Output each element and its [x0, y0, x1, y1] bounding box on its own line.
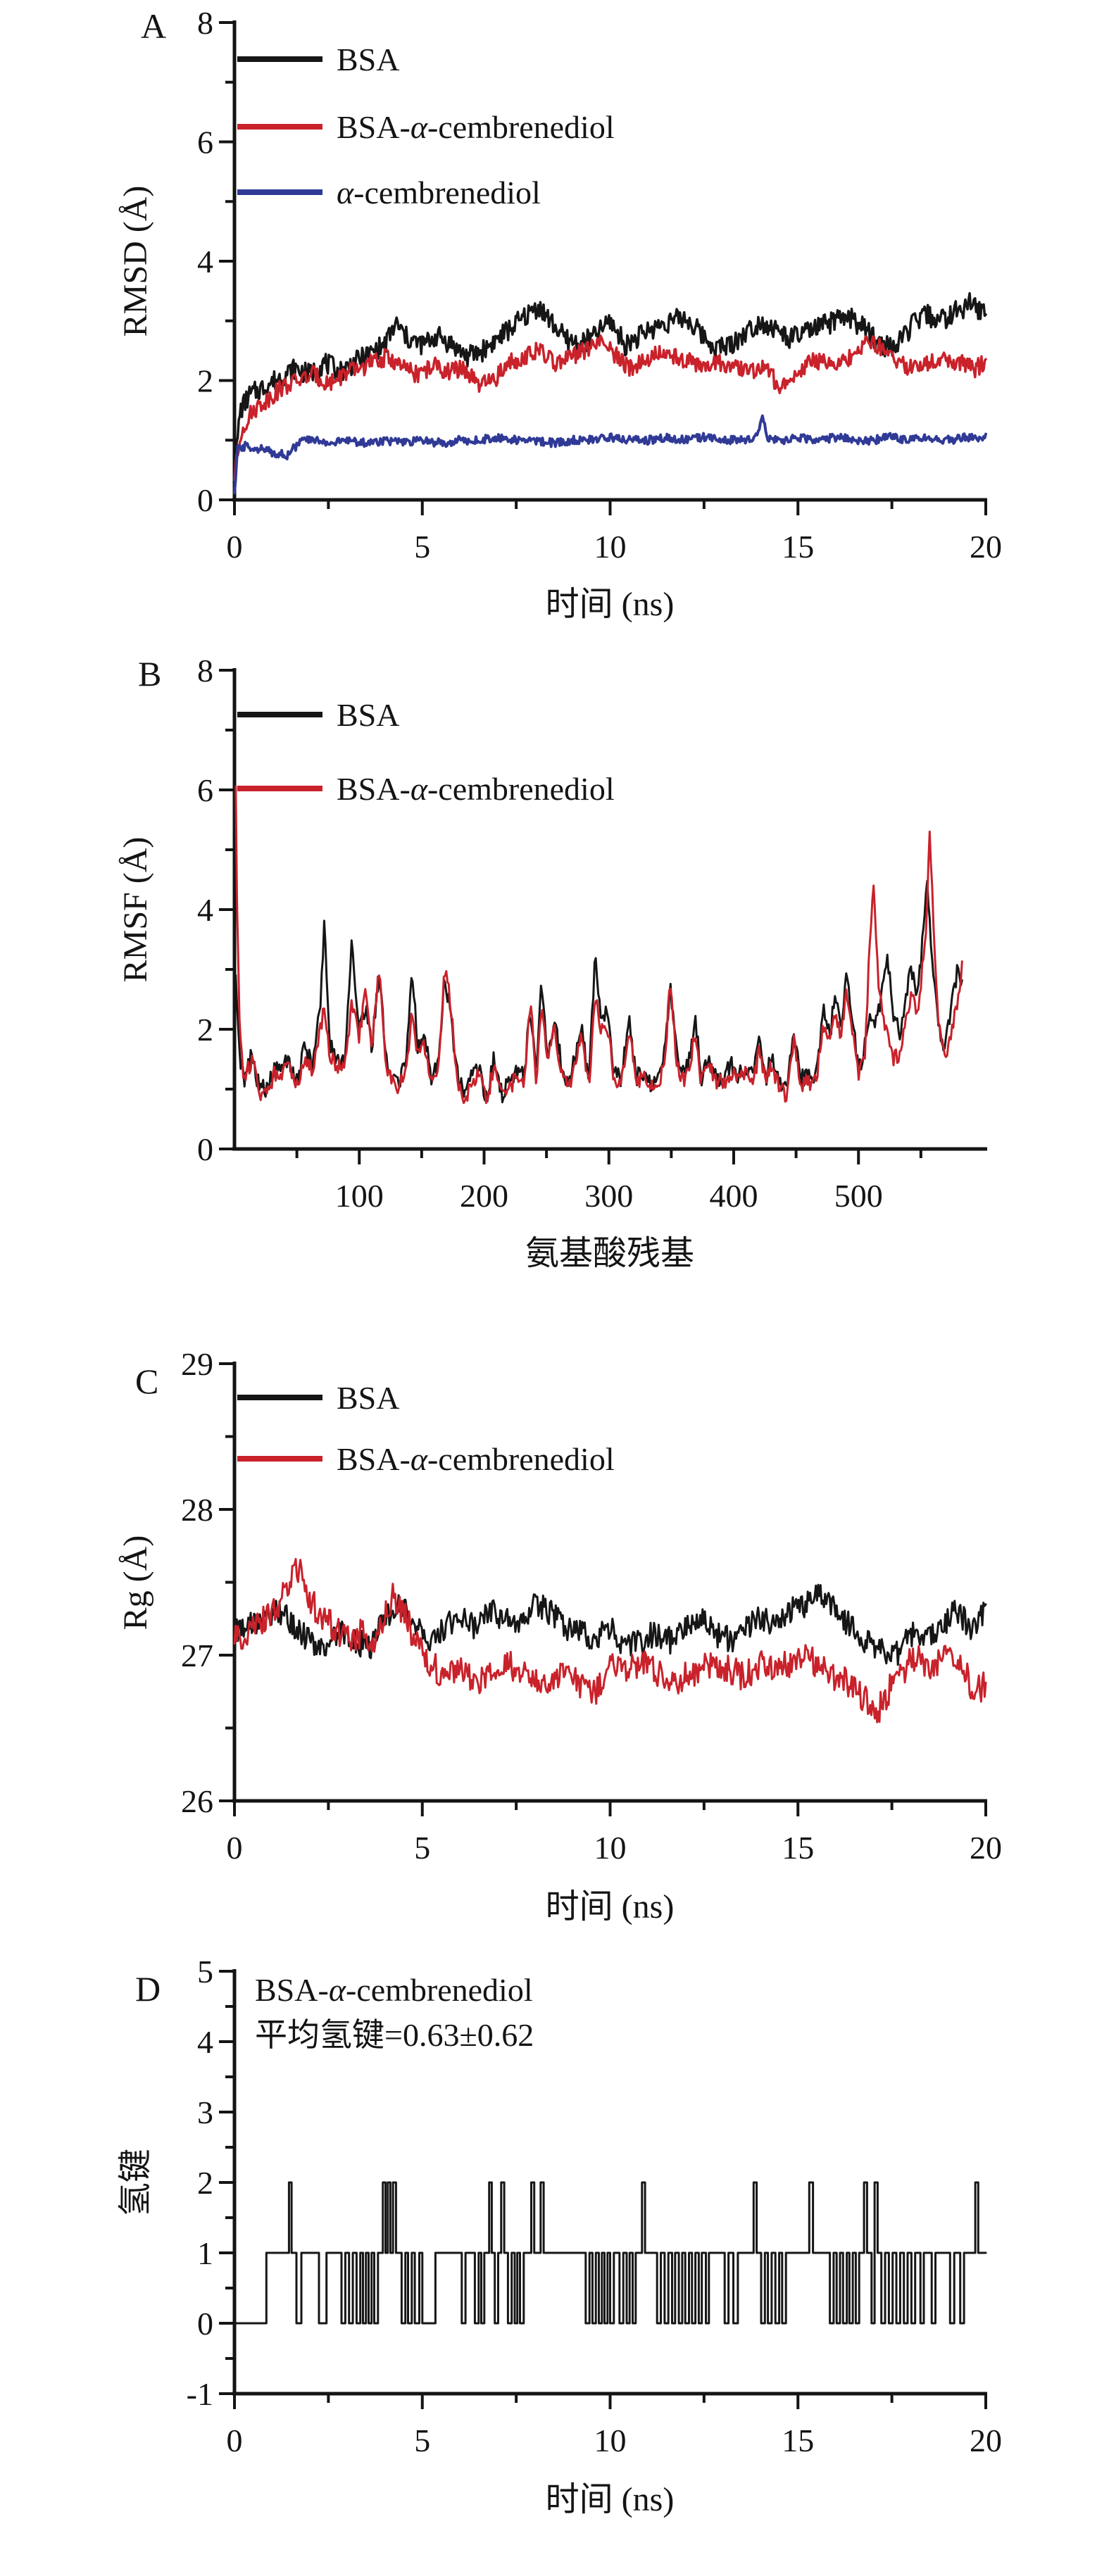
panel-d-x-axis-title: 时间 (ns)	[546, 2481, 675, 2518]
panel-c-x-tick-label: 0	[227, 1830, 243, 1866]
panel-a-legend-label-bsa: BSA	[337, 42, 399, 77]
panel-c-series-bsa-cembrenediol	[233, 1557, 987, 1723]
panel-b-series-bsa	[234, 879, 963, 1104]
panel-b-legend-label-bsa-cembrenediol: BSA-α-cembrenediol	[337, 771, 615, 807]
panel-a-y-tick-label: 2	[197, 363, 213, 399]
panel-d-x-tick-label: 5	[414, 2423, 430, 2458]
panel-a-x-tick-label: 0	[227, 529, 243, 565]
panel-b-y-axis-title: RMSF (Å)	[117, 837, 154, 983]
panel-c-y-tick-label: 29	[181, 1346, 213, 1382]
panel-d-annotation-line-1: BSA-α-cembrenediol	[255, 1972, 533, 2008]
panel-d-y-tick-label: 1	[197, 2235, 213, 2271]
panel-b-x-tick-label: 200	[460, 1178, 508, 1214]
panel-c-y-axis-title: Rg (Å)	[117, 1535, 154, 1631]
panel-c-y-tick-label: 26	[181, 1783, 213, 1819]
panel-a-x-axis-title: 时间 (ns)	[546, 586, 675, 623]
panel-a-x-tick-label: 15	[782, 529, 814, 565]
panel-c-series-bsa	[233, 1583, 987, 1666]
panel-a-y-tick-label: 8	[197, 5, 213, 41]
panel-b-rmsf-chart: 0 2 4 6 8 100 200 300 400 500 B RMSF (Å) 氨基酸残基 BSA BSA…	[117, 653, 987, 1272]
panel-b-legend-label-bsa: BSA	[337, 697, 399, 733]
panel-c-legend-label-bsa: BSA	[337, 1380, 399, 1416]
panel-d-y-tick-label: 4	[197, 2024, 213, 2060]
panel-a-y-tick-label: 4	[197, 244, 213, 279]
panel-b-x-tick-label: 100	[335, 1178, 384, 1214]
panel-a-x-tick-label: 5	[414, 529, 430, 565]
panel-d-y-tick-label: 2	[197, 2165, 213, 2201]
panel-c-y-tick-label: 27	[181, 1638, 213, 1673]
panel-b-x-tick-label: 400	[709, 1178, 758, 1214]
panel-b-letter: B	[138, 654, 161, 693]
panel-d-y-axis-title: 氢键	[117, 2149, 154, 2216]
panel-c-x-tick-label: 5	[414, 1830, 430, 1866]
panel-a-x-tick-label: 20	[970, 529, 1002, 565]
panel-d-y-tick-label: 5	[197, 1954, 213, 1990]
panel-d-letter: D	[135, 1969, 161, 2009]
panel-a-legend-label-bsa-cembrenediol: BSA-α-cembrenediol	[337, 109, 615, 145]
panel-a-series-cembrenediol	[233, 414, 987, 495]
panel-a-series-bsa	[233, 291, 987, 486]
panel-a-rmsd-chart: 0 2 4 6 8 0 5 10 15 20 A RMSD (Å) 时间 (ns) BSA BSA-α-ce…	[117, 5, 1002, 623]
panel-c-x-tick-label: 10	[594, 1830, 627, 1866]
panel-c-x-tick-label: 15	[782, 1830, 814, 1866]
panel-c-rg-chart: 26 27 28 29 0 5 10 15 20 C Rg (Å) 时间 (ns) BSA BSA-α-c…	[117, 1346, 1002, 1925]
panel-d-x-tick-label: 20	[970, 2423, 1002, 2458]
panel-b-y-tick-label: 2	[197, 1012, 213, 1048]
panel-c-x-tick-label: 20	[970, 1830, 1002, 1866]
panel-d-x-tick-label: 0	[227, 2423, 243, 2458]
panel-c-legend-label-bsa-cembrenediol: BSA-α-cembrenediol	[337, 1441, 615, 1477]
panel-a-legend-label-cembrenediol: α-cembrenediol	[337, 175, 541, 211]
panel-a-x-tick-label: 10	[594, 529, 627, 565]
panel-a-y-tick-label: 0	[197, 482, 213, 518]
panel-d-y-tick-label: 0	[197, 2306, 213, 2342]
panel-c-letter: C	[135, 1362, 158, 1401]
panel-d-y-tick-label: 3	[197, 2094, 213, 2130]
panel-b-y-tick-label: 0	[197, 1131, 213, 1167]
panel-b-y-tick-label: 6	[197, 772, 213, 808]
panel-b-series-bsa-cembrenediol	[234, 785, 963, 1105]
panel-d-series-bsa-cembrenediol	[233, 2181, 987, 2325]
panel-a-y-axis-title: RMSD (Å)	[117, 186, 154, 337]
panel-b-x-tick-label: 300	[584, 1178, 633, 1214]
panel-b-y-tick-label: 8	[197, 653, 213, 689]
panel-d-x-tick-label: 10	[594, 2423, 627, 2458]
panel-a-letter: A	[141, 6, 166, 46]
panel-d-x-tick-label: 15	[782, 2423, 814, 2458]
panel-c-y-tick-label: 28	[181, 1492, 213, 1528]
panel-b-x-axis-title: 氨基酸残基	[525, 1235, 694, 1272]
panel-b-x-tick-label: 500	[834, 1178, 883, 1214]
panel-d-annotation-line-2: 平均氢键=0.63±0.62	[255, 2017, 534, 2053]
panel-a-series-bsa-cembrenediol	[233, 334, 987, 482]
panel-c-x-axis-title: 时间 (ns)	[546, 1888, 675, 1925]
panel-a-y-tick-label: 6	[197, 125, 213, 161]
panel-d-y-tick-label: -1	[187, 2376, 213, 2412]
panel-b-y-tick-label: 4	[197, 892, 213, 928]
